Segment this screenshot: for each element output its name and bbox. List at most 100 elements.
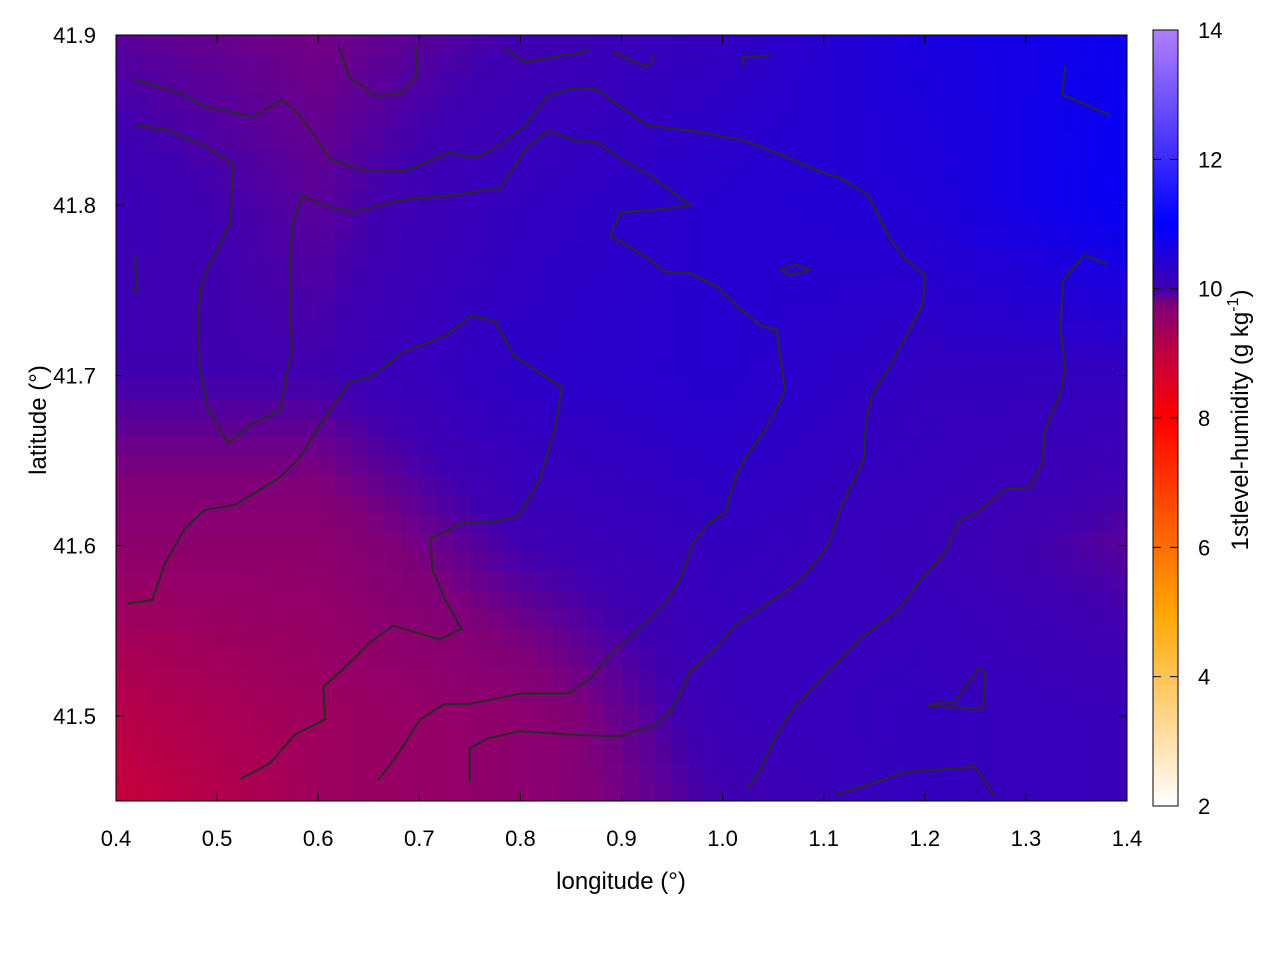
heatmap-cell: [874, 628, 892, 649]
heatmap-cell: [1110, 169, 1127, 189]
heatmap-cell: [469, 245, 488, 266]
heatmap-cell: [183, 283, 201, 304]
heatmap-cell: [672, 226, 690, 247]
heatmap-cell: [722, 92, 741, 113]
heatmap-cell: [436, 188, 454, 208]
heatmap-cell: [116, 54, 134, 74]
heatmap-cell: [924, 513, 943, 534]
heatmap-cell: [486, 571, 505, 591]
heatmap-cell: [1042, 475, 1061, 496]
contour-lines: [127, 44, 1111, 797]
heatmap-cell: [941, 494, 960, 515]
heatmap-cell: [655, 264, 673, 285]
heatmap-cell: [1009, 54, 1027, 74]
x-tick-label: 0.9: [606, 826, 637, 851]
heatmap-cell: [1110, 379, 1127, 400]
heatmap-cell: [520, 437, 538, 457]
heatmap-cell: [975, 724, 993, 745]
heatmap-cell: [200, 456, 218, 477]
heatmap-cell: [806, 226, 825, 247]
heatmap-cell: [453, 456, 471, 477]
heatmap-cell: [722, 207, 741, 228]
heatmap-cell: [1059, 303, 1078, 323]
heatmap-cell: [419, 647, 437, 668]
heatmap-cell: [722, 437, 741, 457]
heatmap-cell: [672, 322, 690, 342]
heatmap-cell: [773, 264, 791, 285]
heatmap-cell: [739, 647, 757, 668]
heatmap-cell: [806, 494, 825, 515]
heatmap-cell: [554, 149, 572, 170]
heatmap-cell: [1042, 762, 1061, 783]
heatmap-cell: [351, 283, 370, 304]
heatmap-cell: [739, 398, 757, 419]
heatmap-cell: [520, 532, 538, 553]
heatmap-cell: [1093, 226, 1111, 247]
heatmap-cell: [267, 283, 286, 304]
heatmap-cell: [368, 92, 387, 113]
heatmap-cell: [1025, 781, 1044, 801]
heatmap-cell: [318, 628, 336, 649]
heatmap-cell: [958, 54, 976, 74]
heatmap-cell: [688, 666, 707, 687]
heatmap-cell: [722, 54, 741, 74]
heatmap-cell: [368, 54, 387, 74]
heatmap-cell: [250, 226, 269, 247]
heatmap-cell: [756, 437, 774, 457]
heatmap-cell: [958, 207, 976, 228]
heatmap-cell: [453, 341, 471, 362]
heatmap-cell: [132, 513, 151, 534]
heatmap-cell: [1076, 647, 1094, 668]
heatmap-cell: [318, 513, 336, 534]
heatmap-cell: [1009, 264, 1027, 285]
heatmap-cell: [1059, 666, 1078, 687]
heatmap-cell: [318, 149, 336, 170]
heatmap-cell: [722, 532, 741, 553]
heatmap-cell: [233, 149, 252, 170]
heatmap-cell: [840, 609, 858, 630]
heatmap-cell: [587, 666, 606, 687]
heatmap-cell: [436, 609, 454, 630]
heatmap-cell: [924, 590, 943, 611]
heatmap-cell: [116, 322, 134, 342]
heatmap-cell: [469, 781, 488, 801]
heatmap-cell: [1093, 743, 1111, 764]
heatmap-cell: [335, 781, 353, 801]
heatmap-cell: [385, 149, 404, 170]
heatmap-cell: [453, 283, 471, 304]
heatmap-cell: [638, 705, 656, 725]
heatmap-cell: [570, 666, 589, 687]
contour-line: [747, 253, 1109, 790]
heatmap-cell: [756, 35, 774, 55]
heatmap-cell: [503, 111, 521, 132]
heatmap-cell: [318, 418, 336, 438]
heatmap-cell: [301, 341, 319, 362]
heatmap-cell: [233, 743, 252, 764]
heatmap-cell: [722, 418, 741, 438]
heatmap-cell: [301, 92, 319, 113]
heatmap-cell: [385, 475, 404, 496]
heatmap-cell: [1042, 130, 1061, 151]
heatmap-cell: [570, 111, 589, 132]
heatmap-cell: [1110, 705, 1127, 725]
heatmap-cell: [351, 513, 370, 534]
heatmap-cell: [284, 283, 302, 304]
heatmap-cell: [587, 169, 606, 189]
heatmap-cell: [570, 322, 589, 342]
heatmap-cell: [250, 35, 269, 55]
heatmap-cell: [284, 475, 302, 496]
heatmap-cell: [200, 303, 218, 323]
heatmap-cell: [1009, 341, 1027, 362]
heatmap-cell: [672, 264, 690, 285]
heatmap-cell: [233, 532, 252, 553]
heatmap-cell: [554, 513, 572, 534]
heatmap-cell: [992, 762, 1010, 783]
heatmap-cell: [1042, 149, 1061, 170]
heatmap-cell: [250, 628, 269, 649]
heatmap-cell: [301, 456, 319, 477]
heatmap-cell: [351, 149, 370, 170]
heatmap-cell: [941, 207, 960, 228]
heatmap-cell: [1076, 398, 1094, 419]
heatmap-cell: [907, 743, 926, 764]
heatmap-cell: [722, 264, 741, 285]
